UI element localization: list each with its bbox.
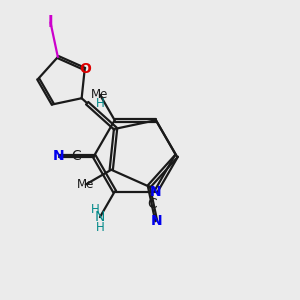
Text: N: N — [53, 149, 64, 163]
Text: C: C — [71, 149, 81, 163]
Text: N: N — [151, 214, 162, 228]
Text: H: H — [91, 203, 100, 216]
Text: C: C — [148, 197, 158, 211]
Text: I: I — [48, 15, 53, 30]
Text: H: H — [96, 97, 105, 110]
Text: H: H — [96, 221, 104, 234]
Text: N: N — [95, 210, 105, 224]
Text: Me: Me — [77, 178, 94, 191]
Text: Me: Me — [91, 88, 109, 101]
Text: O: O — [79, 62, 91, 76]
Text: N: N — [150, 184, 162, 199]
